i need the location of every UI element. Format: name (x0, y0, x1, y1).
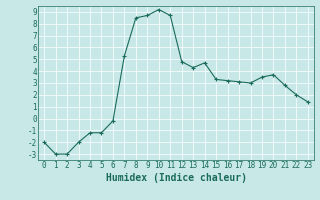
X-axis label: Humidex (Indice chaleur): Humidex (Indice chaleur) (106, 173, 246, 183)
